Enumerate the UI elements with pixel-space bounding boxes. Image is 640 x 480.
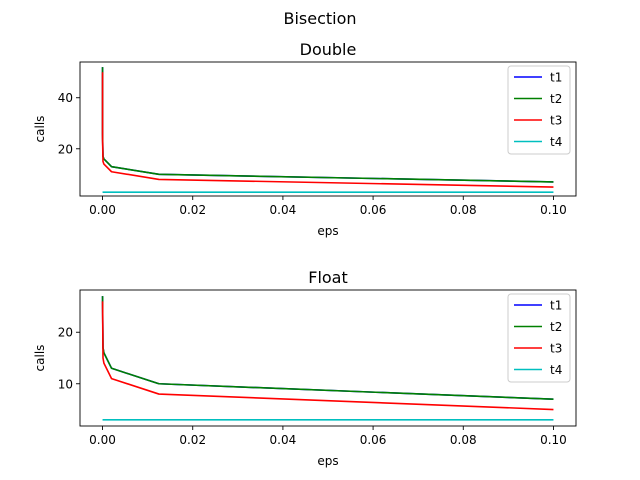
axes-frame (79, 61, 577, 197)
legend-box (507, 293, 571, 383)
series-line-t2 (101, 296, 554, 401)
legend-label-t4: t4 (550, 363, 562, 377)
x-tick-label: 0.04 (270, 433, 297, 447)
legend-label-t1: t1 (550, 299, 562, 313)
legend-label-t2: t2 (550, 92, 562, 106)
y-tick-label: 20 (58, 326, 73, 340)
x-tick-label: 0.02 (179, 203, 206, 217)
x-tick-label: 0.08 (450, 203, 477, 217)
x-tick-label: 0.02 (179, 433, 206, 447)
figure-suptitle: Bisection (283, 9, 356, 28)
x-tick-label: 0.06 (360, 203, 387, 217)
subplot-double: Double 0.00 0.02 0.04 0.06 0.08 0.10 20 40 eps cal… (33, 40, 577, 238)
axes-frame (79, 289, 577, 427)
x-tick-label: 0.10 (540, 433, 567, 447)
legend-label-t2: t2 (550, 320, 562, 334)
legend: t1 t2 t3 t4 (507, 65, 571, 155)
subplot-title: Float (308, 268, 348, 287)
subplot-title: Double (300, 40, 357, 59)
series-line-t3 (101, 301, 554, 411)
subplot-float: Float 0.00 0.02 0.04 0.06 0.08 0.10 10 20 eps call… (33, 268, 577, 468)
legend-box (507, 65, 571, 155)
x-tick-label: 0.00 (89, 203, 116, 217)
x-tick-label: 0.10 (540, 203, 567, 217)
series-line-t3 (101, 72, 554, 188)
legend-label-t4: t4 (550, 135, 562, 149)
y-axis-label: calls (33, 116, 47, 143)
x-axis-label: eps (317, 454, 338, 468)
legend-label-t1: t1 (550, 71, 562, 85)
legend: t1 t2 t3 t4 (507, 293, 571, 383)
y-tick-label: 20 (58, 142, 73, 156)
series-line-t2 (101, 67, 554, 183)
x-axis-label: eps (317, 224, 338, 238)
x-tick-label: 0.06 (360, 433, 387, 447)
subplots: Double 0.00 0.02 0.04 0.06 0.08 0.10 20 40 eps cal… (33, 40, 577, 468)
legend-label-t3: t3 (550, 114, 562, 128)
x-tick-label: 0.04 (270, 203, 297, 217)
legend-label-t3: t3 (550, 342, 562, 356)
y-tick-label: 40 (58, 91, 73, 105)
y-axis-label: calls (33, 345, 47, 372)
x-tick-label: 0.00 (89, 433, 116, 447)
x-tick-label: 0.08 (450, 433, 477, 447)
series-line-t1 (101, 67, 554, 183)
y-tick-label: 10 (58, 377, 73, 391)
